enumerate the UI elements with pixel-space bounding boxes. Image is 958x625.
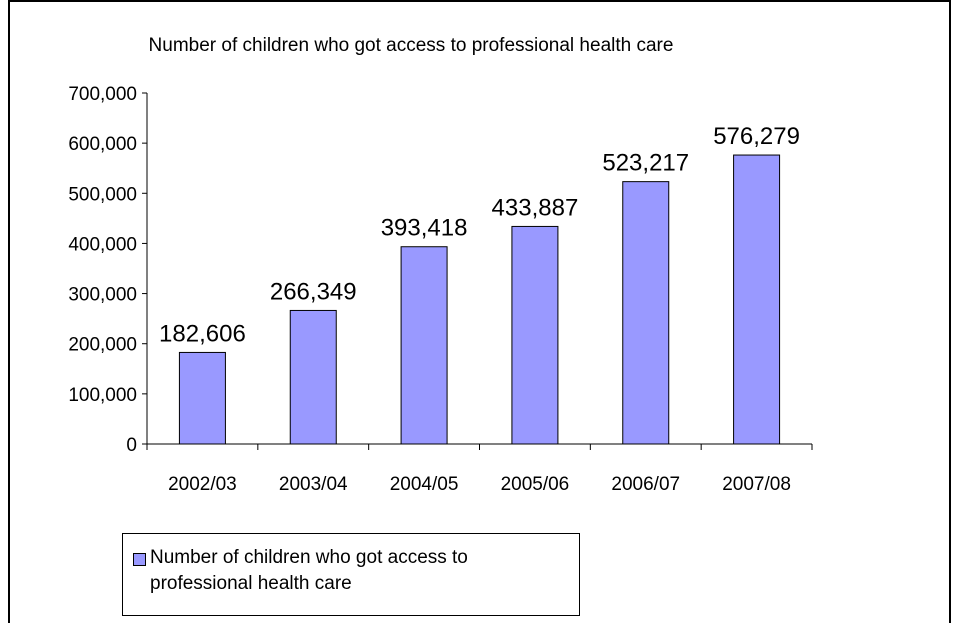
x-tick-label: 2004/05 — [390, 474, 459, 495]
y-tick-label: 200,000 — [68, 335, 137, 356]
x-tick-label: 2005/06 — [501, 474, 570, 495]
y-tick-label: 100,000 — [68, 385, 137, 406]
chart-title: Number of children who got access to pro… — [149, 35, 674, 56]
bar — [289, 309, 337, 445]
y-tick-label: 0 — [126, 435, 137, 456]
data-labels: 182,606 266,349 393,418 433,887 523,217 576,2… — [159, 123, 800, 347]
data-label: 433,887 — [492, 194, 579, 221]
bar — [400, 246, 448, 445]
x-tick-label: 2006/07 — [611, 474, 680, 495]
bar-chart: Number of children who got access to pro… — [68, 35, 813, 495]
data-label: 576,279 — [713, 123, 800, 150]
data-label: 523,217 — [602, 150, 689, 177]
bar — [178, 351, 226, 445]
bar — [733, 154, 781, 445]
bar — [511, 225, 559, 445]
x-tick-label: 2007/08 — [722, 474, 791, 495]
y-tick-label: 500,000 — [68, 184, 137, 205]
y-tick-label: 400,000 — [68, 234, 137, 255]
y-axis-ticks: 0 100,000 200,000 300,000 400,000 500,000 600,… — [68, 84, 147, 456]
data-label: 182,606 — [159, 320, 246, 347]
x-tick-label: 2002/03 — [168, 474, 237, 495]
y-tick-label: 300,000 — [68, 285, 137, 306]
legend-swatch — [133, 553, 146, 566]
bars — [178, 154, 781, 445]
x-axis-ticks — [146, 444, 813, 450]
y-tick-label: 700,000 — [68, 84, 137, 105]
chart-frame: Number of children who got access to pro… — [8, 0, 951, 623]
bar — [622, 181, 670, 445]
data-label: 266,349 — [270, 278, 357, 305]
y-tick-label: 600,000 — [68, 134, 137, 155]
legend-label: Number of children who got access to pro… — [150, 547, 468, 594]
legend: Number of children who got access to pro… — [122, 533, 580, 616]
x-tick-label: 2003/04 — [279, 474, 348, 495]
x-axis-labels: 2002/03 2003/04 2004/05 2005/06 2006/07 2007/… — [168, 474, 791, 495]
data-label: 393,418 — [381, 215, 468, 242]
